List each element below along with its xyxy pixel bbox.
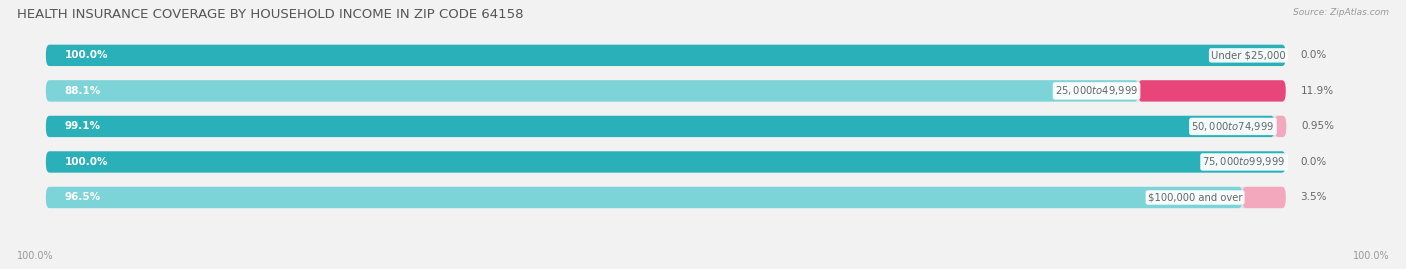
- Text: 0.0%: 0.0%: [1301, 157, 1327, 167]
- Text: $25,000 to $49,999: $25,000 to $49,999: [1054, 84, 1139, 97]
- Text: $50,000 to $74,999: $50,000 to $74,999: [1191, 120, 1275, 133]
- Text: 88.1%: 88.1%: [65, 86, 101, 96]
- Text: HEALTH INSURANCE COVERAGE BY HOUSEHOLD INCOME IN ZIP CODE 64158: HEALTH INSURANCE COVERAGE BY HOUSEHOLD I…: [17, 8, 523, 21]
- Text: 96.5%: 96.5%: [65, 193, 101, 203]
- FancyBboxPatch shape: [1139, 80, 1285, 102]
- FancyBboxPatch shape: [1275, 116, 1286, 137]
- FancyBboxPatch shape: [46, 116, 1275, 137]
- FancyBboxPatch shape: [46, 45, 1285, 66]
- FancyBboxPatch shape: [46, 151, 1285, 173]
- Text: 3.5%: 3.5%: [1301, 193, 1327, 203]
- FancyBboxPatch shape: [46, 151, 1285, 173]
- Text: 100.0%: 100.0%: [17, 251, 53, 261]
- FancyBboxPatch shape: [46, 116, 1285, 137]
- Text: Under $25,000: Under $25,000: [1211, 50, 1285, 60]
- FancyBboxPatch shape: [46, 80, 1285, 102]
- Text: 100.0%: 100.0%: [65, 157, 108, 167]
- FancyBboxPatch shape: [46, 80, 1139, 102]
- Text: 0.0%: 0.0%: [1301, 50, 1327, 60]
- Text: 0.95%: 0.95%: [1301, 121, 1334, 132]
- FancyBboxPatch shape: [1243, 187, 1285, 208]
- Text: 100.0%: 100.0%: [1353, 251, 1389, 261]
- FancyBboxPatch shape: [46, 187, 1243, 208]
- Text: $75,000 to $99,999: $75,000 to $99,999: [1202, 155, 1285, 168]
- FancyBboxPatch shape: [46, 187, 1285, 208]
- Text: 11.9%: 11.9%: [1301, 86, 1334, 96]
- Text: $100,000 and over: $100,000 and over: [1147, 193, 1243, 203]
- FancyBboxPatch shape: [46, 45, 1285, 66]
- Text: 100.0%: 100.0%: [65, 50, 108, 60]
- Text: 99.1%: 99.1%: [65, 121, 100, 132]
- Text: Source: ZipAtlas.com: Source: ZipAtlas.com: [1294, 8, 1389, 17]
